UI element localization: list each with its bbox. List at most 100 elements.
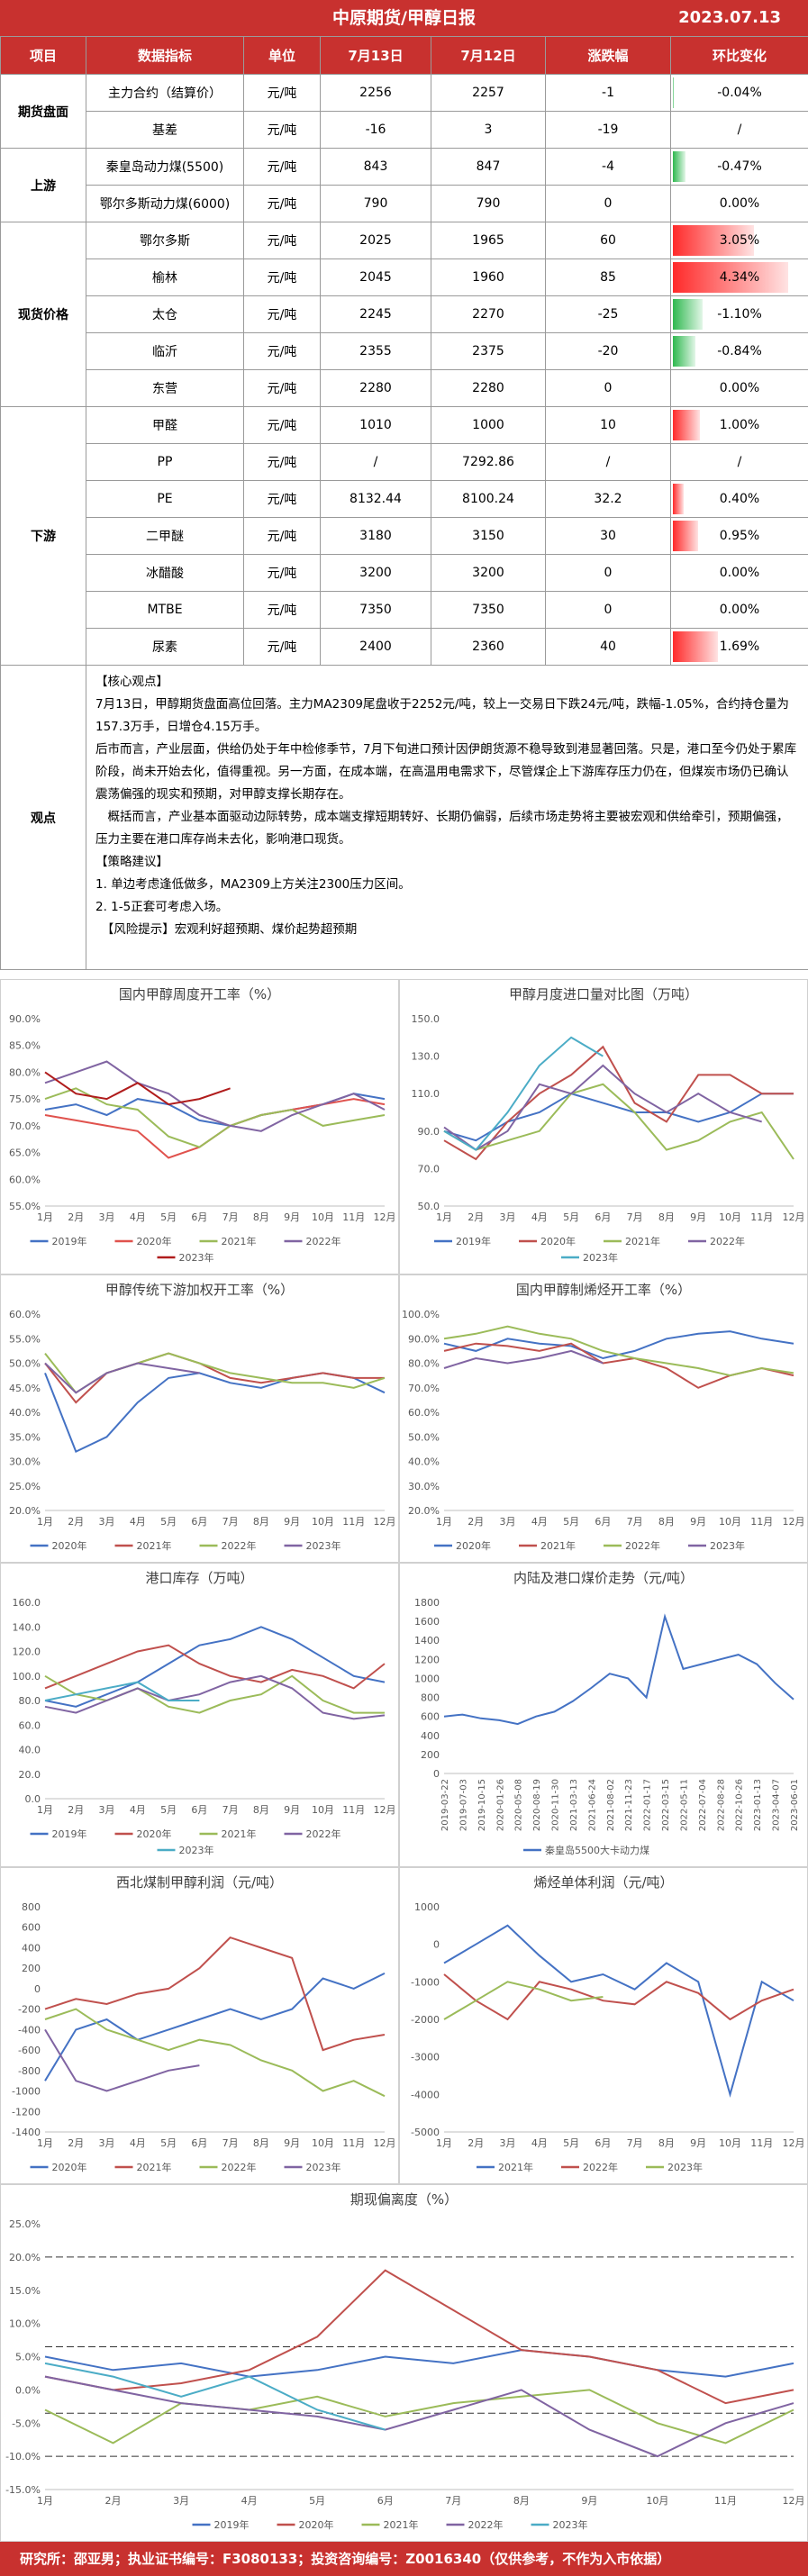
charts: 国内甲醇周度开工率（%） 55.0% 60.0% 65.0% 70.0% 75.0% 80.… <box>0 979 808 2542</box>
x-tick-label: 2023-04-07 <box>772 1779 782 1831</box>
chart-title: 甲醇传统下游加权开工率（%） <box>105 1282 294 1298</box>
legend-label: 2023年 <box>179 1251 214 1264</box>
x-tick-label: 2月 <box>105 2495 122 2507</box>
x-tick-label: 12月 <box>374 2137 396 2149</box>
y-tick-label: 60.0% <box>9 1309 41 1320</box>
x-tick-label: 5月 <box>309 2495 325 2507</box>
column-header: 7月13日 <box>320 36 431 75</box>
group-label: 期货盘面 <box>0 74 86 149</box>
x-tick-label: 3月 <box>99 1516 115 1528</box>
cell-item: 榆林 <box>86 259 244 296</box>
chart-panel <box>399 1274 808 1563</box>
x-tick-label: 2月 <box>68 2137 84 2149</box>
cell-change: 85 <box>545 259 671 296</box>
table-row: 临沂 元/吨 2355 2375 -20 -0.84% <box>1 332 808 370</box>
table-row: PE 元/吨 8132.44 8100.24 32.2 0.40% <box>1 480 808 518</box>
pct-label: / <box>737 455 742 469</box>
legend-label: 2022年 <box>306 1235 341 1247</box>
series-line <box>44 1674 385 1714</box>
series-line <box>44 1644 386 1690</box>
x-tick-label: 5月 <box>160 1516 177 1528</box>
y-tick-label: 85.0% <box>9 1040 41 1052</box>
series-line <box>443 1349 604 1369</box>
view-row: 观点 【核心观点】 7月13日，甲醇期货盘面高位回落。主力MA2309尾盘收于225… <box>0 665 808 970</box>
pct-label: -0.04% <box>717 86 762 100</box>
x-tick-label: 4月 <box>531 1516 548 1528</box>
series-line <box>44 2362 386 2431</box>
table-row: 上游 秦皇岛动力煤(5500) 元/吨 843 847 -4 -0.47% <box>0 148 808 222</box>
x-tick-label: 12月 <box>374 1516 396 1528</box>
x-tick-label: 1月 <box>436 1516 452 1528</box>
cell-pct: 0.00% <box>670 554 808 592</box>
cell-unit: 元/吨 <box>243 148 321 186</box>
cell-unit: 元/吨 <box>243 517 321 555</box>
series-line <box>44 1060 386 1132</box>
x-tick-label: 12月 <box>783 2137 805 2149</box>
x-tick-label: 2月 <box>468 1516 484 1528</box>
table-row: 下游 甲醛 元/吨 1010 1000 10 1.00% <box>0 406 808 666</box>
cell-prev: 2280 <box>431 369 546 407</box>
legend-label: 2020年 <box>52 1539 87 1552</box>
table-row: 东营 元/吨 2280 2280 0 0.00% <box>1 369 808 407</box>
y-tick-label: 40.0% <box>9 1407 41 1419</box>
cell-pct: 0.40% <box>670 480 808 518</box>
pct-label: 0.40% <box>719 492 760 506</box>
x-tick-label: 2020-08-19 <box>532 1779 542 1831</box>
cell-unit: 元/吨 <box>243 554 321 592</box>
legend-label: 2019年 <box>52 1235 87 1247</box>
cell-pct: -0.84% <box>670 332 808 370</box>
view-text: 【核心观点】 7月13日，甲醇期货盘面高位回落。主力MA2309尾盘收于2252元… <box>86 665 808 970</box>
x-tick-label: 6月 <box>191 1516 207 1528</box>
x-tick-label: 3月 <box>500 2137 516 2149</box>
chart-panel <box>0 2184 808 2542</box>
view-paragraph: 【策略建议】 <box>95 855 168 869</box>
column-header: 项目 <box>0 36 86 75</box>
cell-pct: 3.05% <box>670 222 808 259</box>
pct-label: / <box>737 122 742 137</box>
cell-unit: 元/吨 <box>243 628 321 666</box>
y-tick-label: 600 <box>22 1922 41 1934</box>
x-tick-label: 8月 <box>658 2137 675 2149</box>
x-tick-label: 3月 <box>99 2137 115 2149</box>
x-tick-label: 9月 <box>690 2137 706 2149</box>
cell-today: 2355 <box>320 332 431 370</box>
legend-label: 2023年 <box>306 1539 341 1552</box>
y-tick-label: 55.0% <box>9 1201 41 1212</box>
x-tick-label: 4月 <box>130 1804 146 1816</box>
x-tick-label: 2月 <box>468 1211 484 1223</box>
x-tick-label: 9月 <box>284 2137 300 2149</box>
legend-label: 2023年 <box>553 2518 588 2531</box>
y-tick-label: 1000 <box>414 1673 440 1684</box>
cell-today: 2280 <box>320 369 431 407</box>
x-tick-label: 7月 <box>445 2495 461 2507</box>
y-tick-label: 100.0% <box>402 1309 440 1320</box>
cell-pct: 1.00% <box>670 406 808 444</box>
cell-pct: / <box>670 111 808 149</box>
x-tick-label: 2021-03-13 <box>569 1779 579 1831</box>
x-tick-label: 1月 <box>436 2137 452 2149</box>
x-tick-label: 5月 <box>563 1516 579 1528</box>
data-bar <box>673 336 695 367</box>
pct-label: 3.05% <box>719 233 760 248</box>
series-line <box>443 1973 794 2021</box>
x-tick-label: 12月 <box>374 1804 396 1816</box>
data-bar <box>673 484 684 514</box>
pct-label: 0.00% <box>719 603 760 617</box>
x-tick-label: 5月 <box>160 1211 177 1223</box>
x-tick-label: 11月 <box>750 1211 773 1223</box>
x-tick-label: 6月 <box>595 2137 611 2149</box>
y-tick-label: -15.0% <box>5 2484 41 2496</box>
cell-change: -4 <box>545 148 671 186</box>
series-line <box>44 1071 231 1106</box>
cell-pct: -0.04% <box>670 74 808 112</box>
legend-label: 2023年 <box>179 1844 214 1856</box>
cell-unit: 元/吨 <box>243 406 321 444</box>
legend-label: 2020年 <box>137 1235 172 1247</box>
y-tick-label: 800 <box>22 1901 41 1913</box>
legend-label: 2019年 <box>456 1235 491 1247</box>
y-tick-label: 90.0% <box>408 1333 440 1345</box>
table-row: 现货价格 鄂尔多斯 元/吨 2025 1965 60 3.05% <box>0 222 808 407</box>
series-line <box>44 2269 794 2405</box>
x-tick-label: 4月 <box>130 1516 146 1528</box>
view-paragraph: 概括而言，产业基本面驱动边际转势，成本端支撑短期转好、长期仍偏弱，后续市场走势将… <box>95 810 789 847</box>
